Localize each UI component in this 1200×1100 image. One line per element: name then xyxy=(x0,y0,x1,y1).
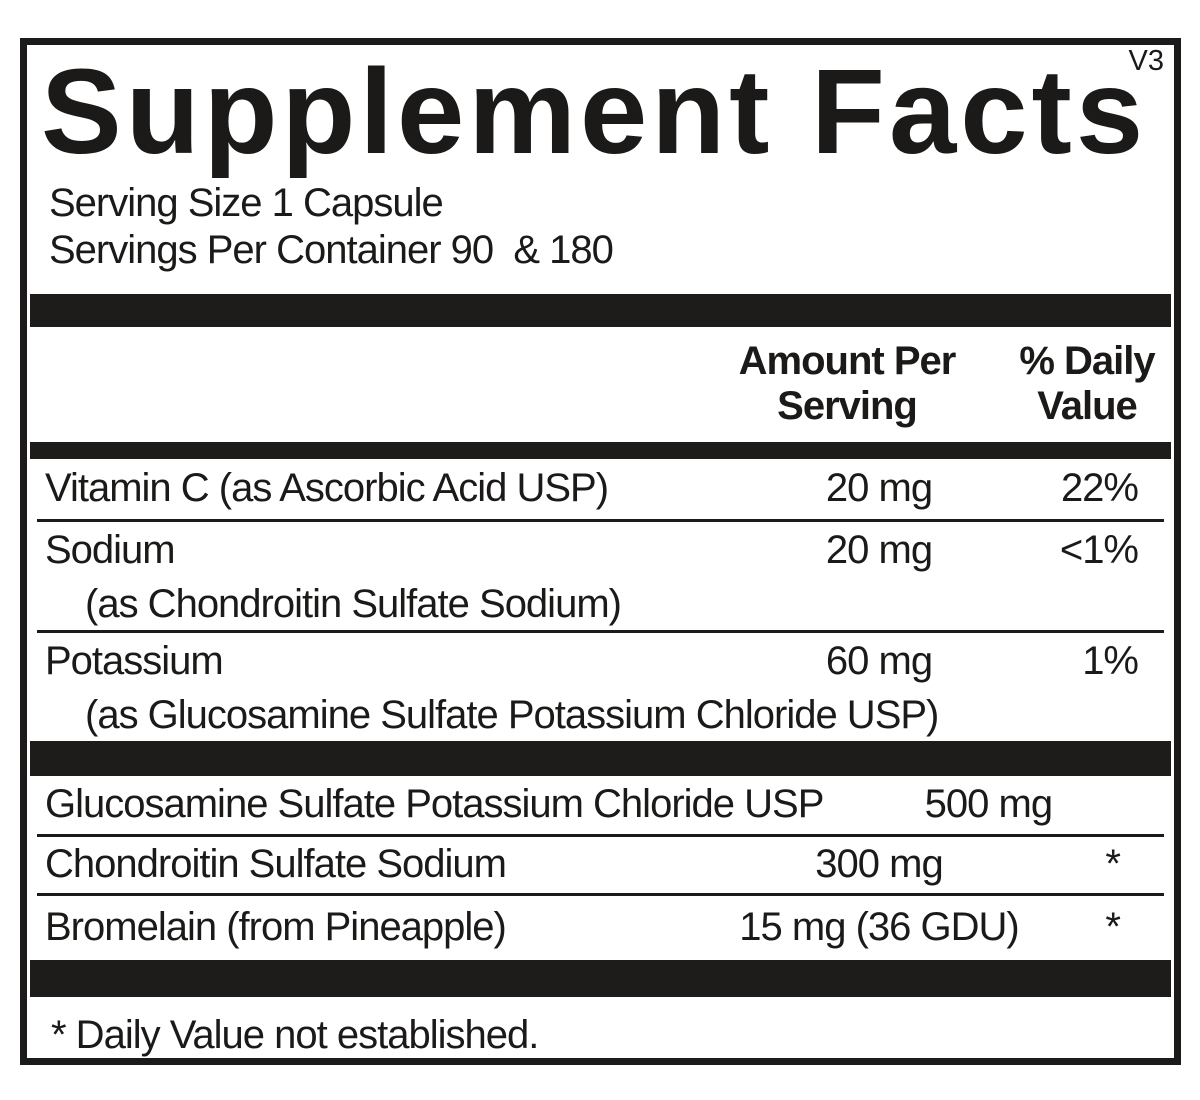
nutrient-amount: 60 mg xyxy=(825,639,933,684)
column-header-amount-line2: Serving xyxy=(777,383,918,428)
ingredient-row: Chondroitin Sulfate Sodium 300 mg * xyxy=(37,833,1164,893)
nutrient-row-main: Sodium 20 mg <1% xyxy=(37,522,1164,580)
column-header-amount-line1: Amount Per xyxy=(738,338,957,383)
nutrient-name: Sodium xyxy=(45,528,176,573)
ingredient-rows: Glucosamine Sulfate Potassium Chloride U… xyxy=(37,776,1164,960)
column-header-dv-line2: Value xyxy=(1037,383,1138,428)
nutrient-rows: Vitamin C (as Ascorbic Acid USP) 20 mg 2… xyxy=(37,459,1164,741)
nutrient-name: Potassium xyxy=(45,639,224,684)
supplement-facts-label: V3 Supplement Facts Serving Size 1 Capsu… xyxy=(20,38,1181,1065)
ingredient-row-main: Glucosamine Sulfate Potassium Chloride U… xyxy=(37,776,1164,834)
nutrient-source-subline: (as Glucosamine Sulfate Potassium Chlori… xyxy=(85,693,939,738)
ingredient-name: Chondroitin Sulfate Sodium xyxy=(45,842,507,887)
daily-value-footnote: * Daily Value not established. xyxy=(51,1012,539,1057)
nutrient-row: Sodium 20 mg <1% (as Chondroitin Sulfate… xyxy=(37,518,1164,630)
serving-size-line: Serving Size 1 Capsule xyxy=(49,181,444,225)
ingredient-row: Glucosamine Sulfate Potassium Chloride U… xyxy=(37,776,1164,834)
column-headers: Amount Per Serving % Daily Value xyxy=(39,339,1162,429)
ingredient-row: Bromelain (from Pineapple) 15 mg (36 GDU… xyxy=(37,892,1164,960)
servings-per-container-line: Servings Per Container 90 & 180 xyxy=(49,227,614,272)
column-header-dv: % Daily Value xyxy=(1012,339,1162,429)
ingredient-name: Bromelain (from Pineapple) xyxy=(45,905,507,950)
nutrient-dv: 1% xyxy=(1082,639,1139,684)
divider-bar-top xyxy=(30,293,1171,327)
nutrient-row: Potassium 60 mg 1% (as Glucosamine Sulfa… xyxy=(37,629,1164,741)
nutrient-name: Vitamin C (as Ascorbic Acid USP) xyxy=(45,466,609,511)
column-header-spacer xyxy=(39,339,682,429)
ingredient-amount: 500 mg xyxy=(924,782,1053,827)
serving-info: Serving Size 1 Capsule Servings Per Cont… xyxy=(49,180,1174,274)
nutrient-amount: 20 mg xyxy=(825,466,933,511)
nutrient-source-subline: (as Chondroitin Sulfate Sodium) xyxy=(85,582,622,627)
nutrient-dv: <1% xyxy=(1059,528,1139,573)
nutrient-row-main: Potassium 60 mg 1% xyxy=(37,633,1164,691)
divider-bar-bottom xyxy=(30,959,1171,997)
nutrient-amount: 20 mg xyxy=(825,528,933,573)
ingredient-amount: 15 mg (36 GDU) xyxy=(739,905,1019,950)
ingredient-amount: 300 mg xyxy=(815,842,943,887)
ingredient-dv: * xyxy=(1153,782,1200,827)
divider-bar-middle xyxy=(30,740,1171,776)
nutrient-row: Vitamin C (as Ascorbic Acid USP) 20 mg 2… xyxy=(37,459,1164,519)
column-header-dv-line1: % Daily xyxy=(1019,338,1155,383)
ingredient-dv: * xyxy=(1105,905,1121,950)
divider-bar-header xyxy=(30,441,1171,459)
nutrient-dv: 22% xyxy=(1060,466,1139,511)
ingredient-name: Glucosamine Sulfate Potassium Chloride U… xyxy=(45,782,824,827)
ingredient-row-main: Bromelain (from Pineapple) 15 mg (36 GDU… xyxy=(37,896,1164,960)
ingredient-dv: * xyxy=(1105,842,1121,887)
column-header-amount: Amount Per Serving xyxy=(682,339,1012,429)
nutrient-row-main: Vitamin C (as Ascorbic Acid USP) 20 mg 2… xyxy=(37,459,1164,519)
version-tag: V3 xyxy=(1128,45,1164,77)
ingredient-row-main: Chondroitin Sulfate Sodium 300 mg * xyxy=(37,837,1164,893)
panel-title: Supplement Facts xyxy=(41,43,1148,179)
